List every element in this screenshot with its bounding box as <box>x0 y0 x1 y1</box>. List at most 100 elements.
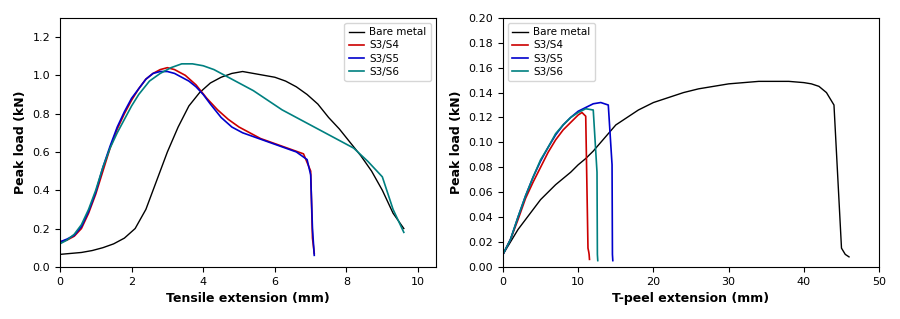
Bare metal <box>843 255 854 259</box>
S3/S5 <box>248 135 259 138</box>
S3/S5 <box>184 79 194 83</box>
S3/S6 <box>588 108 598 112</box>
S3/S5 <box>169 71 180 75</box>
S3/S4 <box>309 251 320 255</box>
Bare metal <box>130 226 140 230</box>
S3/S6 <box>334 138 345 142</box>
S3/S5 <box>536 159 546 163</box>
Bare metal <box>648 100 659 104</box>
Line: Bare metal: Bare metal <box>60 71 404 254</box>
S3/S5 <box>580 106 591 109</box>
Bare metal <box>302 93 312 96</box>
S3/S5 <box>513 215 524 219</box>
S3/S4 <box>140 77 151 81</box>
S3/S4 <box>191 83 202 87</box>
Bare metal <box>356 154 366 158</box>
Bare metal <box>821 91 832 94</box>
S3/S4 <box>126 98 137 102</box>
S3/S6 <box>62 238 73 242</box>
S3/S6 <box>198 64 209 68</box>
Bare metal <box>610 123 621 127</box>
Bare metal <box>184 104 194 108</box>
S3/S4 <box>558 128 569 132</box>
S3/S6 <box>248 89 259 93</box>
S3/S5 <box>68 233 79 237</box>
S3/S5 <box>112 125 122 129</box>
Bare metal <box>388 211 399 215</box>
S3/S5 <box>505 238 516 241</box>
S3/S4 <box>68 234 79 238</box>
S3/S5 <box>607 163 617 167</box>
S3/S5 <box>227 125 238 129</box>
S3/S4 <box>543 150 553 154</box>
S3/S4 <box>307 236 318 240</box>
S3/S5 <box>269 142 280 146</box>
Bare metal <box>814 85 824 88</box>
S3/S6 <box>234 81 245 85</box>
S3/S5 <box>162 70 173 73</box>
Bare metal <box>513 227 524 231</box>
Bare metal <box>708 85 719 88</box>
Bare metal <box>194 91 205 94</box>
Bare metal <box>753 79 764 83</box>
S3/S6 <box>527 175 538 179</box>
S3/S6 <box>55 242 66 246</box>
Bare metal <box>498 252 508 256</box>
S3/S6 <box>166 66 176 70</box>
Bare metal <box>565 170 576 174</box>
S3/S4 <box>520 197 531 200</box>
S3/S5 <box>305 173 316 177</box>
S3/S4 <box>255 137 266 140</box>
S3/S6 <box>133 93 144 96</box>
Bare metal <box>572 163 583 167</box>
Bare metal <box>205 81 216 85</box>
S3/S5 <box>550 133 561 137</box>
S3/S5 <box>608 259 618 263</box>
Bare metal <box>291 85 302 89</box>
S3/S5 <box>596 100 607 104</box>
S3/S6 <box>388 207 399 211</box>
Bare metal <box>66 251 77 255</box>
S3/S5 <box>527 175 538 179</box>
Bare metal <box>227 71 238 75</box>
Bare metal <box>633 108 643 112</box>
S3/S5 <box>198 93 209 96</box>
S3/S5 <box>62 237 73 241</box>
S3/S6 <box>119 117 130 121</box>
Bare metal <box>738 81 749 85</box>
S3/S6 <box>76 223 86 226</box>
S3/S5 <box>191 85 202 89</box>
Bare metal <box>550 183 561 187</box>
S3/S5 <box>302 158 312 161</box>
S3/S6 <box>591 170 602 174</box>
S3/S4 <box>298 152 309 156</box>
S3/S5 <box>97 165 108 169</box>
Bare metal <box>312 102 323 106</box>
Bare metal <box>140 207 151 211</box>
S3/S6 <box>363 160 374 163</box>
Bare metal <box>580 157 591 160</box>
S3/S4 <box>212 108 223 112</box>
S3/S6 <box>513 215 524 219</box>
S3/S4 <box>305 169 316 173</box>
S3/S6 <box>83 207 94 211</box>
Y-axis label: Peak load (kN): Peak load (kN) <box>14 91 27 194</box>
S3/S5 <box>307 226 318 230</box>
Bare metal <box>323 115 334 119</box>
S3/S5 <box>90 190 101 194</box>
Bare metal <box>603 132 614 136</box>
S3/S4 <box>565 121 576 124</box>
S3/S4 <box>90 192 101 196</box>
Bare metal <box>258 73 269 77</box>
S3/S6 <box>580 107 591 111</box>
S3/S6 <box>144 79 155 83</box>
S3/S4 <box>583 250 594 254</box>
S3/S4 <box>119 112 130 115</box>
Bare metal <box>119 236 130 240</box>
Bare metal <box>238 70 248 73</box>
Bare metal <box>366 169 377 173</box>
S3/S5 <box>126 96 137 100</box>
Bare metal <box>836 246 847 250</box>
S3/S4 <box>527 180 538 184</box>
Bare metal <box>626 113 636 117</box>
